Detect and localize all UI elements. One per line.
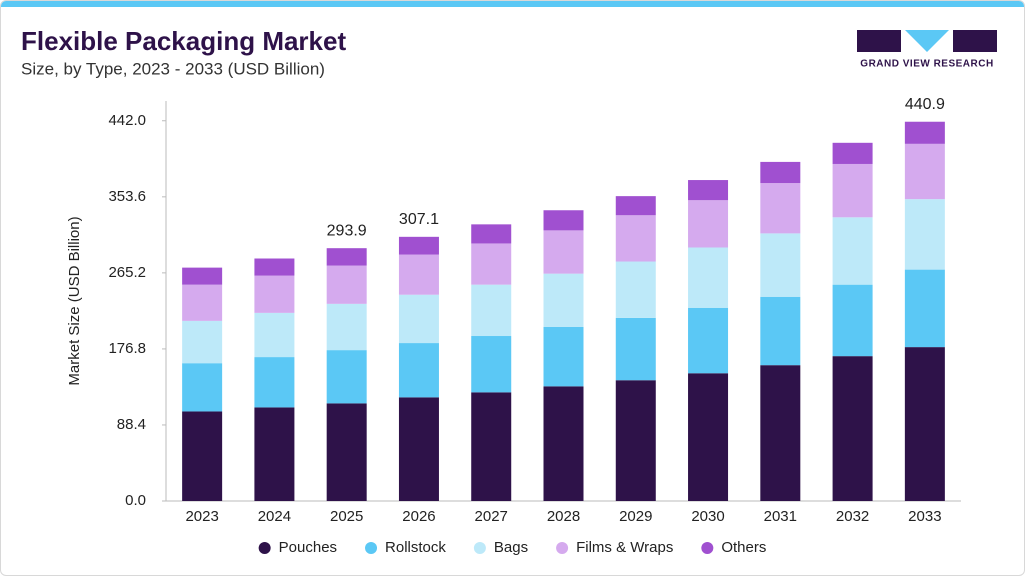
x-tick-label: 2030 [691,508,724,525]
bar-segment [326,350,367,404]
bar-segment [254,312,295,358]
y-tick-label: 88.4 [117,416,146,433]
y-tick-label: 442.0 [108,112,146,129]
logo-block [905,30,949,52]
bar-segment [760,161,801,184]
bar-segment [543,326,584,387]
logo: GRAND VIEW RESEARCH [857,30,997,70]
bar-segment [832,356,873,501]
bar-segment [615,380,656,501]
legend-marker [556,542,569,554]
x-tick-label: 2028 [547,508,580,525]
x-tick-label: 2031 [764,508,797,525]
bar-segment [471,392,512,501]
title: Flexible Packaging Market [21,26,346,56]
bar-segment [471,224,512,244]
bar-segment [543,230,584,274]
bar-segment [760,296,801,366]
legend-label: Rollstock [385,539,446,556]
bar-segment [326,265,367,304]
x-tick-label: 2032 [836,508,869,525]
logo-text: GRAND VIEW RESEARCH [860,59,993,70]
bar-segment [398,294,439,344]
bar-segment [688,247,729,308]
bar-segment [543,273,584,327]
bar-segment [543,386,584,501]
bar-segment [182,267,223,285]
bar-segment [254,407,295,501]
legend-marker [258,542,271,554]
bar-segment [615,317,656,381]
bar-segment [832,163,873,218]
bar-segment [326,303,367,351]
logo-block [857,30,901,52]
bar-segment [904,143,945,200]
y-axis-label: Market Size (USD Billion) [66,216,83,385]
bar-segment [760,233,801,297]
bar-segment [688,180,729,201]
bar-segment [615,196,656,216]
bar-segment [615,215,656,262]
bar-segment [688,307,729,374]
bar-segment [904,269,945,348]
legend-marker [473,542,486,554]
x-tick-label: 2026 [402,508,435,525]
bar-segment [326,403,367,501]
bar-segment [398,343,439,398]
bar-segment [615,261,656,318]
bar-segment [832,217,873,285]
bar-segment [182,320,223,364]
bar-segment [326,248,367,266]
bar-segment [182,284,223,321]
bar-segment [254,357,295,408]
y-tick-label: 0.0 [125,492,146,509]
legend-label: Pouches [279,539,337,556]
bar-segment [471,243,512,285]
bar-segment [904,121,945,144]
y-tick-label: 265.2 [108,264,146,281]
x-tick-label: 2024 [258,508,291,525]
bar-segment [254,258,295,276]
legend-marker [365,542,378,554]
logo-block [953,30,997,52]
x-tick-label: 2027 [475,508,508,525]
total-label: 293.9 [327,222,367,239]
bar-segment [904,199,945,270]
bar-segment [471,284,512,337]
bar-segment [688,373,729,501]
top-strip [1,1,1024,7]
bar-segment [398,397,439,501]
legend-label: Films & Wraps [576,539,673,556]
legend: Pouches Rollstock Bags Films & Wraps Others [258,539,766,556]
x-tick-label: 2033 [908,508,941,525]
x-tick-label: 2025 [330,508,363,525]
bar-segment [760,183,801,234]
bar-segment [471,336,512,393]
legend-label: Others [721,539,766,556]
y-tick-label: 353.6 [108,188,146,205]
bar-segment [182,411,223,501]
x-tick-label: 2029 [619,508,652,525]
bar-segment [688,200,729,248]
legend-marker [701,542,714,554]
bar-segment [254,275,295,313]
bar-segment [182,363,223,412]
bar-segment [832,142,873,164]
bar-segment [904,347,945,501]
total-label: 307.1 [399,211,439,228]
bar-segment [543,210,584,231]
legend-label: Bags [494,539,528,556]
bar-segment [398,236,439,255]
subtitle: Size, by Type, 2023 - 2033 (USD Billion) [21,59,325,78]
bar-segment [760,365,801,501]
total-label: 440.9 [905,96,945,113]
y-tick-label: 176.8 [108,340,146,357]
bar-segment [832,284,873,357]
bar-segment [398,254,439,295]
x-tick-label: 2023 [185,508,218,525]
